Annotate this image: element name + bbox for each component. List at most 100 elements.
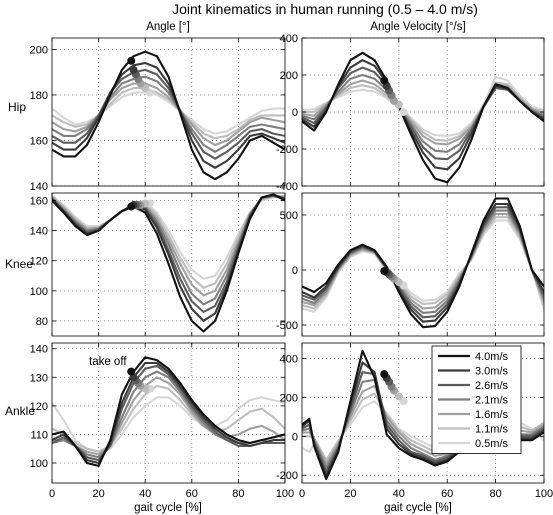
series-line-4.0m/s <box>52 356 285 467</box>
series-line-4.0m/s <box>52 193 285 333</box>
take-off-marker-0.5m/s <box>399 397 408 406</box>
y-tick-label: 160 <box>30 135 48 147</box>
y-tick-label: 0 <box>292 265 298 277</box>
series-line-2.1m/s <box>52 75 285 153</box>
take-off-annotation: take off <box>89 356 127 368</box>
y-tick-label: 130 <box>30 372 48 384</box>
series-line-4.0m/s <box>52 50 285 181</box>
subplot-knee-velocity: -500 0 500 <box>276 192 545 337</box>
series-line-3.0m/s <box>52 61 285 169</box>
series-line-1.6m/s <box>302 212 544 310</box>
y-tick-label: 400 <box>280 33 298 45</box>
y-tick-label: 120 <box>30 401 48 413</box>
y-tick-label: -200 <box>276 144 298 156</box>
axes-frame <box>51 342 286 484</box>
x-tick-label: 60 <box>186 488 198 500</box>
series-group <box>52 50 285 181</box>
series-line-1.1m/s <box>302 216 544 310</box>
take-off-marker-3.0m/s <box>129 65 138 74</box>
column-title-angle: Angle [°] <box>146 21 190 33</box>
y-tick-label: 140 <box>30 181 48 193</box>
series-group <box>52 193 285 333</box>
row-label-hip: Hip <box>8 100 26 114</box>
series-line-4.0m/s <box>302 51 544 184</box>
row-label-ankle: Ankle <box>5 404 35 418</box>
take-off-marker-4.0m/s <box>380 370 389 379</box>
axes-frame <box>51 37 286 187</box>
series-line-1.6m/s <box>302 79 544 146</box>
y-tick-label: 200 <box>280 70 298 82</box>
legend: 4.0m/s 3.0m/s 2.6m/s 2.1m/s 1.6m/s 1.1m/s 0.5m… <box>431 345 522 454</box>
series-line-2.6m/s <box>302 66 544 161</box>
x-tick-label: 20 <box>344 488 356 500</box>
series-line-4.0m/s <box>302 197 544 329</box>
figure-title: Joint kinematics in human running (0.5 –… <box>172 1 478 17</box>
series-line-2.1m/s <box>302 209 544 314</box>
legend-label-0.5m/s: 0.5m/s <box>475 438 509 450</box>
x-tick-label: 100 <box>276 488 294 500</box>
x-tick-label: 0 <box>299 488 305 500</box>
subplot-knee-angle: 80 100 120 140 160 <box>30 192 286 337</box>
y-tick-label: 200 <box>30 44 48 56</box>
y-tick-label: -200 <box>276 470 298 482</box>
axes-frame <box>301 192 545 337</box>
subplot-hip-angle: 140 160 180 200 <box>30 37 286 193</box>
x-tick-label: 40 <box>393 488 405 500</box>
y-tick-label: 160 <box>30 196 48 208</box>
y-tick-label: 180 <box>30 90 48 102</box>
series-line-1.1m/s <box>52 384 285 453</box>
series-line-3.0m/s <box>302 59 544 171</box>
take-off-marker-4.0m/s <box>380 267 389 276</box>
y-tick-label: 100 <box>30 286 48 298</box>
series-group <box>302 197 544 329</box>
y-tick-label: 140 <box>30 226 48 238</box>
series-group <box>302 51 544 184</box>
x-tick-label: 0 <box>49 488 55 500</box>
y-tick-label: 100 <box>30 458 48 470</box>
take-off-marker-1.1m/s <box>394 392 403 401</box>
take-off-marker-4.0m/s <box>127 56 136 65</box>
y-tick-label: -500 <box>276 320 298 332</box>
y-tick-label: 140 <box>30 344 48 356</box>
x-axis-label-left: gait cycle [%] <box>134 502 202 514</box>
x-axis-label-right: gait cycle [%] <box>384 502 452 514</box>
y-tick-label: 500 <box>280 210 298 222</box>
x-tick-label: 80 <box>232 488 244 500</box>
series-line-0.5m/s <box>302 75 544 138</box>
x-tick-label: 100 <box>535 488 553 500</box>
series-line-3.0m/s <box>52 361 285 465</box>
subplot-ankle-angle: 100 110 120 130 140 0 20 40 60 80 100 <box>30 342 294 500</box>
y-tick-label: 120 <box>30 256 48 268</box>
series-line-3.0m/s <box>302 202 544 323</box>
legend-label-2.1m/s: 2.1m/s <box>475 395 509 407</box>
legend-label-1.1m/s: 1.1m/s <box>475 424 509 436</box>
legend-label-3.0m/s: 3.0m/s <box>475 366 509 378</box>
series-line-1.1m/s <box>302 81 544 142</box>
x-tick-label: 60 <box>441 488 453 500</box>
legend-label-2.6m/s: 2.6m/s <box>475 380 509 392</box>
y-tick-label: 0 <box>292 107 298 119</box>
y-tick-label: 400 <box>280 354 298 366</box>
y-tick-label: 200 <box>280 392 298 404</box>
x-tick-label: 20 <box>92 488 104 500</box>
series-line-0.5m/s <box>52 91 285 135</box>
y-tick-label: 0 <box>292 431 298 443</box>
x-tick-label: 80 <box>489 488 501 500</box>
axes-frame <box>51 192 286 337</box>
column-title-velocity: Angle Velocity [°/s] <box>370 21 465 33</box>
series-group <box>52 356 285 467</box>
legend-label-4.0m/s: 4.0m/s <box>475 351 509 363</box>
x-tick-label: 40 <box>139 488 151 500</box>
row-label-knee: Knee <box>5 257 33 271</box>
legend-label-1.6m/s: 1.6m/s <box>475 409 509 421</box>
y-tick-label: 110 <box>30 429 48 441</box>
subplot-hip-velocity: -400 -200 0 200 400 <box>276 33 545 193</box>
series-line-2.6m/s <box>52 68 285 160</box>
take-off-marker-0.5m/s <box>399 108 408 116</box>
take-off-marker-4.0m/s <box>127 367 136 376</box>
y-tick-label: 80 <box>36 316 48 328</box>
axes-frame <box>301 342 545 484</box>
series-line-1.1m/s <box>52 87 285 140</box>
take-off-marker-4.0m/s <box>380 76 389 85</box>
